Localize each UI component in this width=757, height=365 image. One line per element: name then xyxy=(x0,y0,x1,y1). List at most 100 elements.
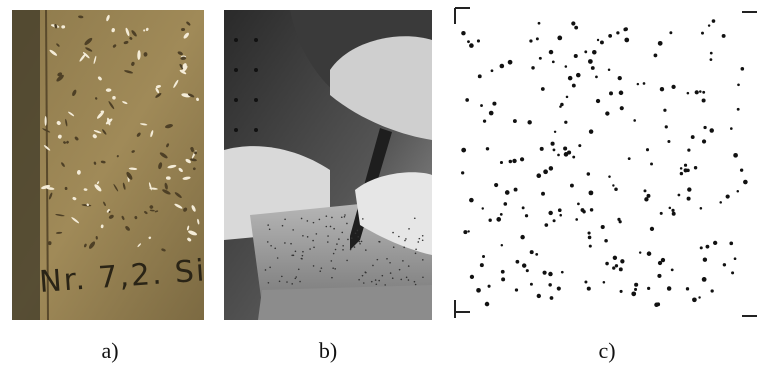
dot xyxy=(522,206,525,209)
speck xyxy=(281,276,283,278)
dot xyxy=(531,66,534,69)
dot xyxy=(501,277,505,281)
speck xyxy=(415,248,417,250)
dot xyxy=(560,103,564,107)
speck xyxy=(377,259,379,261)
dot xyxy=(478,74,482,78)
dot xyxy=(694,166,697,169)
dot xyxy=(587,287,591,291)
dot xyxy=(634,288,637,291)
dot xyxy=(639,251,641,253)
speck xyxy=(333,228,335,230)
dot xyxy=(509,160,512,163)
dot xyxy=(624,38,629,43)
dot xyxy=(467,230,469,232)
dot xyxy=(608,69,610,71)
dot xyxy=(737,108,740,111)
dot xyxy=(470,275,474,279)
dot xyxy=(480,104,483,107)
speck xyxy=(313,265,315,267)
dot xyxy=(508,60,513,65)
dot xyxy=(623,28,627,32)
speck xyxy=(414,281,416,283)
dot xyxy=(619,267,623,271)
dot xyxy=(687,92,690,95)
dot xyxy=(575,218,578,221)
speck xyxy=(392,232,394,234)
speck xyxy=(292,229,294,231)
speck xyxy=(295,276,297,278)
caption: b) xyxy=(319,338,337,363)
dot xyxy=(671,85,675,89)
speck xyxy=(379,241,381,243)
dot xyxy=(501,270,505,274)
dot xyxy=(530,283,533,286)
speck xyxy=(361,241,363,243)
binary-image xyxy=(447,5,757,320)
speck xyxy=(295,250,297,252)
dot xyxy=(647,287,650,290)
dot xyxy=(678,194,681,197)
dot xyxy=(701,32,704,35)
figure: Nr. 7,2. Si a) b) c) xyxy=(0,0,757,365)
speck xyxy=(422,259,424,261)
speck xyxy=(277,257,279,259)
speck xyxy=(346,223,348,225)
speck xyxy=(400,279,402,281)
dot xyxy=(530,250,534,254)
speck xyxy=(302,235,304,237)
dot xyxy=(590,208,593,211)
dot xyxy=(686,287,689,290)
dot xyxy=(465,98,469,102)
speck xyxy=(342,249,344,251)
dot xyxy=(588,59,593,64)
dot xyxy=(603,281,606,284)
dot xyxy=(588,236,592,240)
speck xyxy=(307,236,309,238)
dot xyxy=(660,212,663,215)
dot xyxy=(572,156,575,159)
dot xyxy=(654,303,658,307)
speck xyxy=(389,262,391,264)
dot xyxy=(592,50,597,55)
dot xyxy=(482,255,485,258)
dot xyxy=(729,242,733,246)
speck xyxy=(344,214,346,216)
dot xyxy=(570,184,574,188)
dot xyxy=(589,245,592,248)
speck xyxy=(279,280,281,282)
speck xyxy=(325,226,327,228)
dot xyxy=(554,131,556,133)
speck xyxy=(312,240,314,242)
photo-stone-sample: Nr. 7,2. Si xyxy=(12,10,207,320)
dot xyxy=(541,192,545,196)
speck xyxy=(333,253,335,255)
dot xyxy=(529,39,532,42)
dot xyxy=(500,213,503,216)
dot xyxy=(699,90,702,93)
speck xyxy=(363,282,365,284)
dot xyxy=(557,36,562,41)
dot xyxy=(650,163,653,166)
dot xyxy=(551,142,555,146)
dot xyxy=(574,54,578,58)
dot xyxy=(633,119,636,122)
dot xyxy=(584,281,587,284)
speck xyxy=(302,255,304,257)
speck xyxy=(384,284,386,286)
speck xyxy=(291,255,293,257)
dot xyxy=(492,102,496,106)
dot xyxy=(691,135,695,139)
dot xyxy=(494,183,498,187)
speck xyxy=(365,249,367,251)
speck xyxy=(313,246,315,248)
dot xyxy=(665,125,668,128)
speck xyxy=(393,246,395,248)
speck xyxy=(291,283,293,285)
dot xyxy=(576,73,581,78)
dot xyxy=(672,212,676,216)
dot xyxy=(595,76,598,79)
dot xyxy=(486,147,489,150)
speck xyxy=(402,260,404,262)
dot xyxy=(700,207,703,210)
